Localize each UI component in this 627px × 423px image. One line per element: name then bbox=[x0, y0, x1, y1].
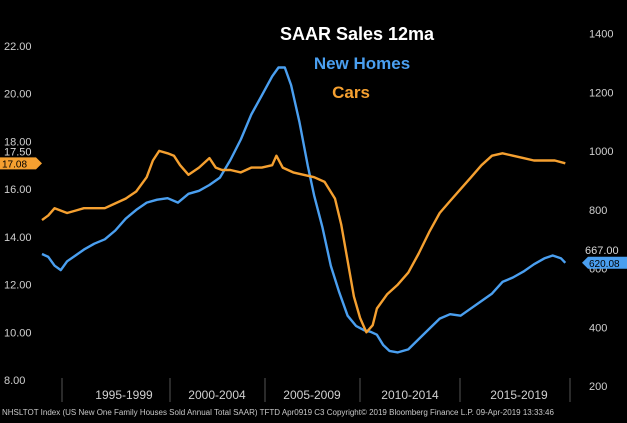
cars-last-value-label: 17.08 bbox=[2, 159, 27, 170]
new-homes-last-value-badge bbox=[582, 256, 627, 269]
right-tick-label: 200 bbox=[589, 381, 607, 393]
cars-last-value-badge bbox=[0, 157, 42, 170]
x-tick-label: 1995-1999 bbox=[95, 388, 153, 402]
grid bbox=[61, 378, 571, 402]
left-tick-label: 18.00 bbox=[4, 136, 32, 148]
legend-new-homes: New Homes bbox=[314, 54, 410, 73]
left-tick-label: 16.00 bbox=[4, 184, 32, 196]
series-line-new-homes bbox=[41, 66, 567, 354]
value-labels: 17.08 620.08 17.50 667.00 bbox=[0, 146, 627, 270]
series-layer bbox=[41, 66, 567, 354]
new-homes-last-value-label: 620.08 bbox=[589, 259, 620, 270]
left-tick-label: 20.00 bbox=[4, 89, 32, 101]
right-tick-label: 800 bbox=[589, 205, 607, 217]
annotation-667: 667.00 bbox=[585, 245, 619, 257]
chart-title: SAAR Sales 12ma bbox=[280, 24, 435, 44]
left-axis: 8.00 10.00 12.00 14.00 16.00 18.00 20.00 22.00 bbox=[4, 41, 32, 387]
left-tick-label: 10.00 bbox=[4, 327, 32, 339]
right-tick-label: 1200 bbox=[589, 87, 613, 99]
x-tick-label: 2000-2004 bbox=[188, 388, 246, 402]
left-tick-label: 14.00 bbox=[4, 232, 32, 244]
x-axis: 1995-1999 2000-2004 2005-2009 2010-2014 2015… bbox=[95, 388, 548, 402]
footer-source: NHSLTOT Index (US New One Family Houses … bbox=[2, 408, 554, 417]
legend-cars: Cars bbox=[332, 83, 370, 102]
left-tick-label: 12.00 bbox=[4, 280, 32, 292]
right-tick-label: 400 bbox=[589, 322, 607, 334]
x-tick-label: 2005-2009 bbox=[283, 388, 341, 402]
right-tick-label: 1000 bbox=[589, 146, 613, 158]
series-line-cars bbox=[41, 149, 566, 334]
x-tick-label: 2010-2014 bbox=[381, 388, 439, 402]
left-tick-label: 8.00 bbox=[4, 375, 25, 387]
right-tick-label: 1400 bbox=[589, 29, 613, 41]
plot-area bbox=[0, 0, 627, 408]
annotation-17-50: 17.50 bbox=[4, 146, 32, 158]
left-tick-label: 22.00 bbox=[4, 41, 32, 53]
x-tick-label: 2015-2019 bbox=[490, 388, 548, 402]
